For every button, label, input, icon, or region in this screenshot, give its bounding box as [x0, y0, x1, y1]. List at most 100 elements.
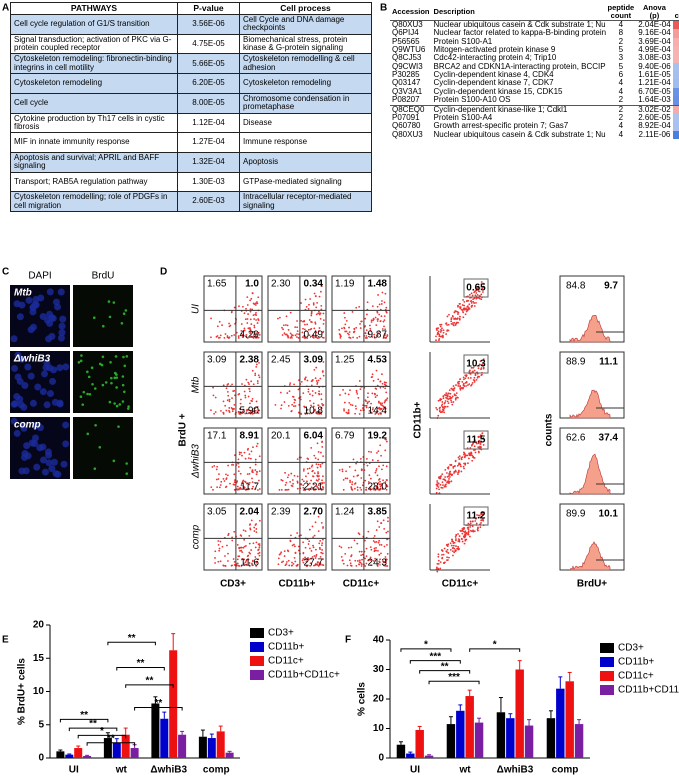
quadrant-value: 14.4 [368, 406, 388, 417]
event [435, 327, 438, 330]
cell [123, 390, 126, 394]
table-cell: 5.66E-05 [177, 53, 240, 75]
event [318, 546, 321, 549]
event [435, 568, 438, 570]
event [305, 330, 307, 333]
cell [14, 351, 22, 359]
flow-plot: 1.19 1.489.87 [331, 275, 391, 343]
table-cell: 4 [618, 86, 624, 96]
event [436, 333, 439, 336]
event [304, 413, 307, 415]
event [378, 313, 381, 316]
event [321, 563, 324, 566]
quadrant-value: 5.90 [240, 406, 260, 417]
event [284, 471, 286, 474]
table-cell: Cytoskeleton remodelling; role of PDGFs … [10, 191, 178, 212]
table-row: Cytoskeleton remodeling: fibronectin-bin… [10, 53, 372, 75]
cell [90, 366, 94, 370]
event [455, 538, 457, 540]
event [281, 326, 283, 329]
event [372, 379, 375, 382]
event [467, 532, 470, 535]
event [458, 455, 461, 458]
event [289, 480, 292, 483]
event [321, 446, 324, 448]
table-row: Q60780 Growth arrest-specific protein 7; … [390, 122, 679, 131]
table-cell: 6.20E-05 [177, 73, 240, 94]
event [370, 319, 373, 322]
y-tick-label: 20 [33, 620, 45, 631]
event [212, 386, 214, 389]
cell [101, 383, 105, 387]
significance-bracket [419, 670, 471, 674]
event [243, 451, 246, 454]
y-tick-label: 30 [373, 664, 385, 675]
quadrant-value: 28.0 [368, 482, 388, 493]
event [286, 392, 289, 394]
legend-swatch [250, 628, 264, 638]
event [243, 558, 246, 561]
quadrant-value: 3.09 [207, 355, 227, 366]
event [361, 407, 364, 409]
cell [86, 432, 90, 436]
event [377, 413, 380, 415]
event [358, 550, 361, 553]
event [469, 373, 472, 375]
event [240, 323, 243, 325]
event [320, 488, 322, 490]
event [377, 488, 380, 491]
table-cell: P30285 [392, 70, 420, 80]
event [342, 389, 344, 391]
bar [160, 718, 169, 758]
event [318, 392, 320, 395]
event [277, 563, 280, 566]
event [446, 551, 448, 553]
event [457, 538, 460, 540]
event [364, 317, 367, 320]
event [219, 484, 222, 486]
event [464, 377, 467, 380]
table-cell: 2 [618, 95, 624, 105]
event [249, 528, 252, 531]
event [249, 318, 252, 321]
event [379, 485, 382, 488]
event [321, 544, 323, 547]
event [277, 557, 280, 560]
event [292, 482, 294, 485]
event [278, 489, 281, 491]
error-bar [209, 733, 214, 739]
cell [79, 359, 83, 363]
event [302, 486, 305, 489]
event [338, 469, 341, 471]
event [253, 530, 256, 532]
event [377, 459, 379, 462]
event [246, 296, 249, 299]
event [448, 474, 451, 477]
event [233, 481, 236, 484]
event [480, 298, 483, 301]
error-bar [448, 716, 453, 725]
cell [62, 440, 70, 448]
error-bar [114, 738, 119, 743]
event [317, 310, 320, 313]
event [439, 483, 442, 486]
event [444, 485, 447, 488]
event [233, 403, 236, 406]
event [476, 514, 478, 516]
event [438, 333, 441, 336]
error-bar [398, 741, 403, 745]
significance-bracket [59, 718, 109, 723]
event [294, 334, 297, 337]
event [313, 555, 316, 557]
event [479, 526, 482, 529]
event [436, 483, 439, 486]
event [251, 477, 253, 480]
table-cell: -2.08 [672, 114, 679, 123]
event [377, 378, 380, 381]
event [478, 446, 481, 449]
event [465, 385, 467, 387]
event [313, 489, 315, 491]
event [379, 386, 382, 389]
event [387, 530, 389, 533]
event [477, 375, 479, 378]
